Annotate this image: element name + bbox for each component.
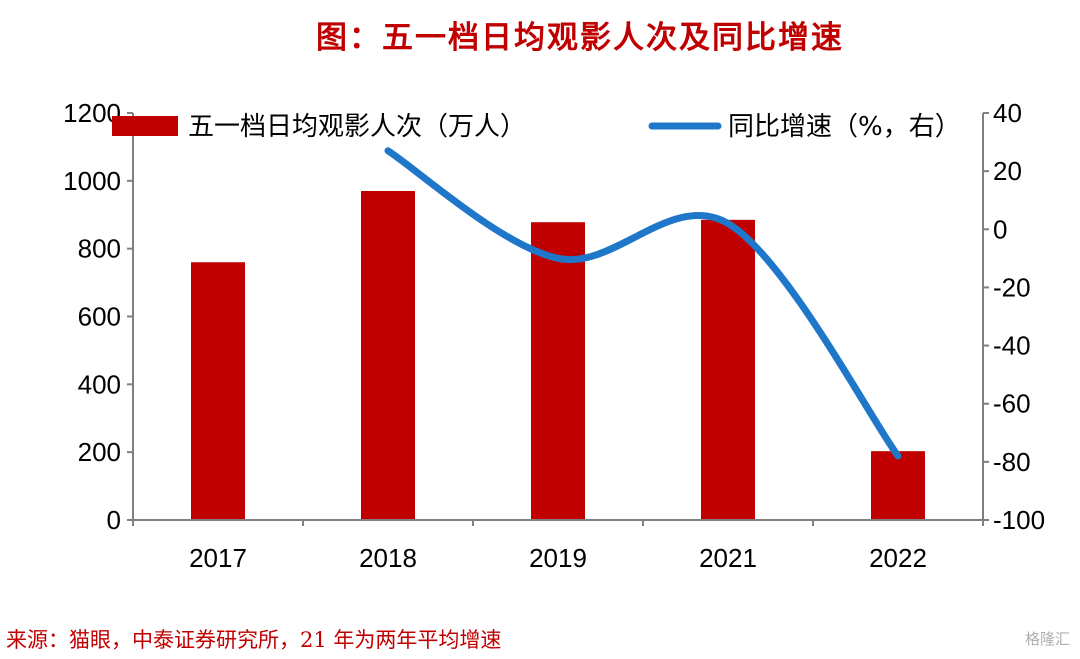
left-tick-label: 0	[107, 505, 121, 535]
bar-2019	[531, 222, 585, 520]
left-tick-label: 800	[78, 234, 121, 264]
right-tick-label: -60	[993, 389, 1031, 419]
left-tick-label: 1200	[63, 98, 121, 128]
x-tick-label: 2018	[359, 543, 417, 573]
growth-line	[384, 147, 902, 460]
right-tick-label: -40	[993, 331, 1031, 361]
bar-2022	[871, 451, 925, 520]
axes-layer: 0 200 400 600 800 1000 1200 -100 -80 -60 -40 -20 0 20…	[63, 98, 1045, 573]
line-layer	[384, 147, 902, 460]
legend-label-line: 同比增速（%，右）	[728, 112, 961, 142]
right-tick-label: 40	[993, 98, 1022, 128]
legend-label-bar: 五一档日均观影人次（万人）	[188, 112, 526, 142]
source-note: 来源：猫眼，中泰证券研究所，21 年为两年平均增速	[6, 628, 502, 652]
x-tick-label: 2019	[529, 543, 587, 573]
chart-title: 图：五一档日均观影人次及同比增速	[316, 20, 844, 56]
bar-2017	[191, 262, 245, 520]
bar-2021	[701, 219, 755, 520]
right-tick-label: 0	[993, 214, 1007, 244]
left-tick-label: 600	[78, 302, 121, 332]
right-tick-label: -20	[993, 272, 1031, 302]
x-tick-label: 2021	[699, 543, 757, 573]
watermark: 格隆汇	[1024, 630, 1070, 648]
bars-layer	[191, 191, 925, 520]
left-tick-label: 1000	[63, 166, 121, 196]
left-tick-label: 400	[78, 369, 121, 399]
x-tick-label: 2017	[189, 543, 247, 573]
x-tick-label: 2022	[869, 543, 927, 573]
left-tick-label: 200	[78, 437, 121, 467]
legend: 五一档日均观影人次（万人） 同比增速（%，右）	[112, 112, 961, 142]
bar-2018	[361, 191, 415, 520]
right-tick-label: -100	[993, 505, 1045, 535]
legend-swatch-bar	[112, 116, 178, 136]
right-tick-label: -80	[993, 447, 1031, 477]
chart-area: 0 200 400 600 800 1000 1200 -100 -80 -60 -40 -20 0 20…	[63, 98, 1045, 573]
right-tick-label: 20	[993, 156, 1022, 186]
